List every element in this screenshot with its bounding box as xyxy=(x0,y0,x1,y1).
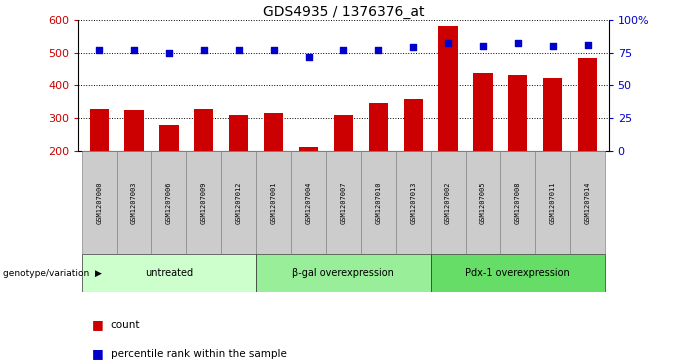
Text: GSM1207001: GSM1207001 xyxy=(271,181,277,224)
Bar xyxy=(186,151,221,254)
Text: GSM1207005: GSM1207005 xyxy=(480,181,486,224)
Text: ■: ■ xyxy=(92,318,103,331)
Bar xyxy=(571,151,605,254)
Text: GSM1207003: GSM1207003 xyxy=(131,181,137,224)
Bar xyxy=(116,151,152,254)
Bar xyxy=(291,151,326,254)
Bar xyxy=(508,75,528,151)
Point xyxy=(163,50,174,56)
Bar xyxy=(152,151,186,254)
Text: GSM1207011: GSM1207011 xyxy=(549,181,556,224)
Text: GSM1207002: GSM1207002 xyxy=(445,181,451,224)
Bar xyxy=(369,103,388,151)
Bar xyxy=(82,254,256,292)
Point xyxy=(477,43,488,49)
Text: count: count xyxy=(111,320,140,330)
Text: β-gal overexpression: β-gal overexpression xyxy=(292,268,394,278)
Point xyxy=(408,45,419,50)
Text: GSM1207008: GSM1207008 xyxy=(515,181,521,224)
Text: GSM1207000: GSM1207000 xyxy=(96,181,102,224)
Text: Pdx-1 overexpression: Pdx-1 overexpression xyxy=(466,268,571,278)
Bar xyxy=(256,151,291,254)
Text: GSM1207006: GSM1207006 xyxy=(166,181,172,224)
Bar xyxy=(124,110,143,151)
Point xyxy=(513,41,524,46)
Bar xyxy=(578,58,597,151)
Text: GSM1207007: GSM1207007 xyxy=(341,181,346,224)
Bar xyxy=(396,151,430,254)
Bar xyxy=(326,151,361,254)
Bar xyxy=(404,99,423,151)
Point xyxy=(233,47,244,53)
Bar xyxy=(82,151,116,254)
Bar xyxy=(256,254,430,292)
Text: GSM1207009: GSM1207009 xyxy=(201,181,207,224)
Point xyxy=(338,47,349,53)
Bar xyxy=(473,73,492,151)
Bar xyxy=(500,151,535,254)
Text: untreated: untreated xyxy=(145,268,193,278)
Bar xyxy=(264,113,283,151)
Point xyxy=(582,42,593,48)
Text: GSM1207013: GSM1207013 xyxy=(410,181,416,224)
Text: GSM1207014: GSM1207014 xyxy=(585,181,591,224)
Text: ■: ■ xyxy=(92,347,103,360)
Text: GSM1207012: GSM1207012 xyxy=(236,181,241,224)
Point xyxy=(303,54,314,60)
Text: GSM1207004: GSM1207004 xyxy=(305,181,311,224)
Point xyxy=(94,47,105,53)
Point xyxy=(547,43,558,49)
Point xyxy=(268,47,279,53)
Point xyxy=(443,41,454,46)
Point xyxy=(199,47,209,53)
Bar xyxy=(90,109,109,151)
Bar xyxy=(159,125,179,151)
Text: GSM1207010: GSM1207010 xyxy=(375,181,381,224)
Text: percentile rank within the sample: percentile rank within the sample xyxy=(111,349,287,359)
Bar xyxy=(430,151,466,254)
Bar xyxy=(229,115,248,151)
Bar xyxy=(466,151,500,254)
Text: genotype/variation  ▶: genotype/variation ▶ xyxy=(3,269,102,278)
Bar xyxy=(299,147,318,151)
Bar xyxy=(439,26,458,151)
Bar xyxy=(430,254,605,292)
Bar xyxy=(543,78,562,151)
Bar xyxy=(334,115,353,151)
Bar xyxy=(194,109,214,151)
Bar xyxy=(221,151,256,254)
Bar xyxy=(361,151,396,254)
Title: GDS4935 / 1376376_at: GDS4935 / 1376376_at xyxy=(262,5,424,19)
Bar xyxy=(535,151,571,254)
Point xyxy=(129,47,139,53)
Point xyxy=(373,47,384,53)
